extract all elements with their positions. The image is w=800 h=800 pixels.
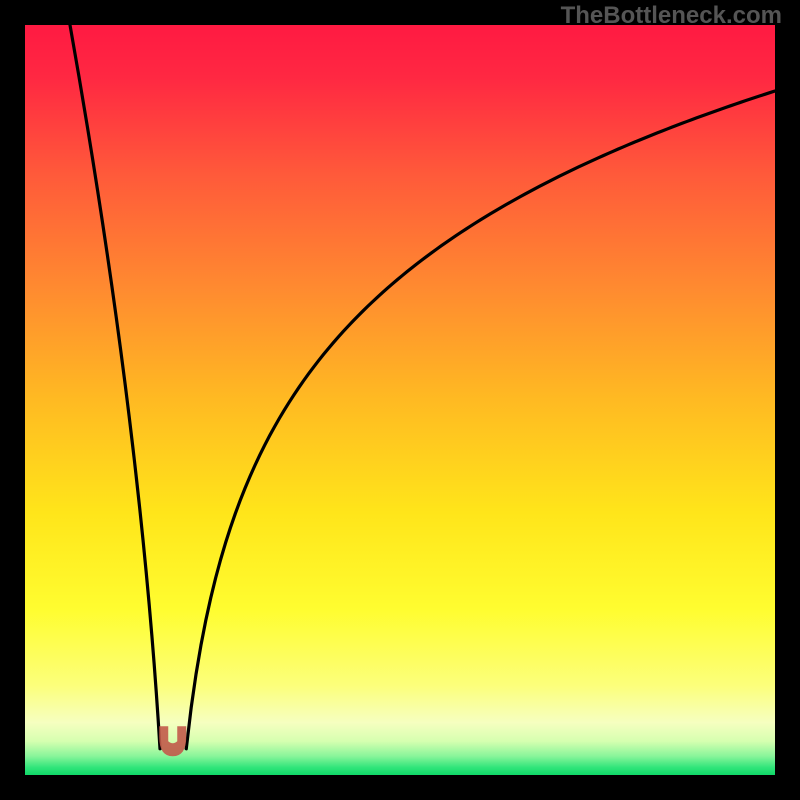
gradient-background xyxy=(25,25,775,775)
watermark-label: TheBottleneck.com xyxy=(561,2,782,30)
bottleneck-chart xyxy=(0,0,800,800)
chart-frame xyxy=(0,0,800,800)
